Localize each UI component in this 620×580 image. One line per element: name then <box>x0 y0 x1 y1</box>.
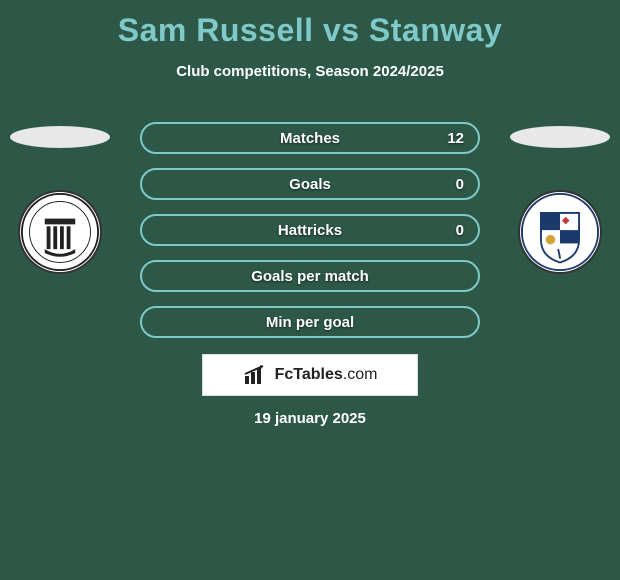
subtitle: Club competitions, Season 2024/2025 <box>0 63 620 80</box>
player-left-avatar-placeholder <box>10 126 110 148</box>
barrow-badge-icon <box>518 190 602 274</box>
stat-label: Goals <box>289 176 331 193</box>
stat-row-min-per-goal: Min per goal <box>140 306 480 338</box>
stat-label: Goals per match <box>251 268 369 285</box>
stat-row-hattricks: Hattricks 0 <box>140 214 480 246</box>
stat-value: 0 <box>456 222 464 239</box>
player-right-avatar-placeholder <box>510 126 610 148</box>
stat-label: Hattricks <box>278 222 342 239</box>
player-right <box>510 126 610 274</box>
bars-icon <box>243 364 269 386</box>
date-text: 19 january 2025 <box>0 410 620 427</box>
grimsby-town-badge-icon <box>18 190 102 274</box>
logo-text: FcTables.com <box>275 366 378 384</box>
stat-row-goals: Goals 0 <box>140 168 480 200</box>
stat-value: 12 <box>447 130 464 147</box>
stat-value: 0 <box>456 176 464 193</box>
page-title: Sam Russell vs Stanway <box>0 0 620 49</box>
stat-row-goals-per-match: Goals per match <box>140 260 480 292</box>
stats-list: Matches 12 Goals 0 Hattricks 0 Goals per… <box>140 122 480 338</box>
stat-row-matches: Matches 12 <box>140 122 480 154</box>
stat-label: Matches <box>280 130 340 147</box>
player-left <box>10 126 110 274</box>
stat-label: Min per goal <box>266 314 354 331</box>
fctables-logo: FcTables.com <box>202 354 418 396</box>
